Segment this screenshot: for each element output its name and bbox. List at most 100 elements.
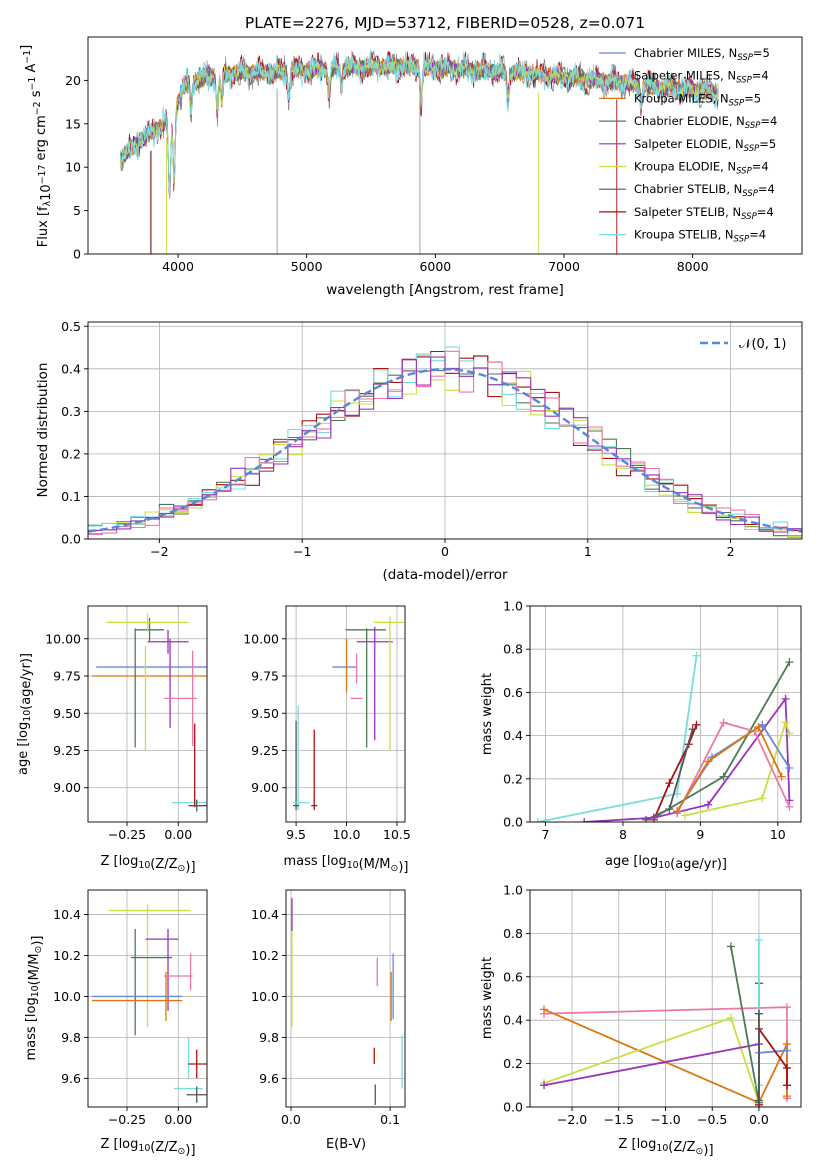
- legend-label-sub: SSP: [736, 76, 752, 86]
- legend-label-main: Chabrier ELODIE, N: [634, 114, 745, 128]
- y-tick-label: 0.0: [61, 532, 81, 547]
- legend-label-value: =5: [753, 46, 770, 60]
- legend-label-main: Chabrier MILES, N: [634, 46, 737, 60]
- y-tick-label: 10.0: [251, 989, 279, 1004]
- x-axis-label-part: )]: [185, 860, 195, 875]
- y-axis-label: Normed distribution: [35, 363, 51, 498]
- y-axis-label-part: 10: [22, 710, 33, 722]
- legend-label-main: Kroupa ELODIE, N: [634, 160, 736, 174]
- legend-label-value: =4: [752, 160, 769, 174]
- legend-label-sub: SSP: [741, 212, 757, 222]
- x-tick-label: 0.0: [749, 1112, 769, 1127]
- x-tick-label: 4000: [162, 259, 194, 274]
- weight-marker: [673, 807, 682, 816]
- weight-marker: [680, 811, 689, 820]
- y-tick-label: 0.4: [503, 728, 523, 743]
- x-axis-label: Z [log10(Z/Z⊙)]: [618, 1137, 713, 1158]
- weight-marker: [754, 1096, 763, 1105]
- y-axis-label-part: Flux [f: [36, 206, 51, 247]
- y-axis-label-part: 10: [30, 985, 41, 997]
- y-tick-label: 0.2: [61, 446, 81, 461]
- x-tick-label: −1: [293, 544, 311, 559]
- axes-frame: [87, 605, 208, 823]
- legend-label-sub: SSP: [745, 121, 761, 131]
- x-axis-label-part: ⊙: [696, 1146, 704, 1157]
- legend-label-main: Kroupa STELIB, N: [634, 228, 734, 242]
- legend-label: Salpeter MILES, NSSP=4: [634, 69, 769, 86]
- x-tick-label: −2.0: [557, 1112, 587, 1127]
- x-tick-label: −1.5: [604, 1112, 634, 1127]
- weight-marker: [754, 1009, 763, 1018]
- x-tick-label: 7000: [548, 259, 580, 274]
- y-axis-label-part: −17: [37, 165, 48, 185]
- x-axis-label: E(B-V): [326, 1137, 366, 1152]
- y-tick-label: 0.5: [61, 319, 81, 334]
- y-axis-label-part: −1: [27, 77, 38, 91]
- y-tick-label: 1.0: [503, 883, 523, 898]
- weight-marker: [580, 818, 589, 822]
- legend-label-value: =4: [758, 182, 775, 196]
- x-axis-label-part: (age/yr)]: [670, 857, 727, 872]
- plot-area: [119, 49, 719, 254]
- weight-marker: [782, 1081, 791, 1090]
- x-tick-label: 10.5: [383, 827, 411, 842]
- y-tick-label: 9.6: [259, 1071, 279, 1086]
- weight-marker: [782, 1003, 791, 1012]
- y-tick-label: 9.75: [53, 669, 81, 684]
- weight-marker: [782, 1063, 791, 1072]
- y-axis-label-part: −1: [22, 50, 33, 64]
- weight-marker: [785, 764, 794, 772]
- y-axis-label-part: ⊙: [33, 946, 44, 954]
- weight-marker: [782, 1092, 791, 1101]
- x-axis-label-part: (Z/Z: [668, 1140, 695, 1155]
- y-tick-label: 0.2: [503, 771, 523, 786]
- y-axis-label-part: (age/yr)]: [19, 653, 34, 710]
- y-axis-label: mass weight: [480, 957, 495, 1039]
- x-tick-label: 8: [619, 827, 627, 842]
- y-tick-label: 10.4: [53, 907, 81, 922]
- y-axis-label-part: mass [log: [24, 997, 39, 1060]
- y-axis-label-part: −2: [32, 101, 43, 115]
- residuals-panel: −2 −1 0 1 2 0.0 0.1 0.2 0.3 0.4 0.5 (data-model)/er…: [35, 319, 803, 583]
- x-axis-label: Z [log10(Z/Z⊙)]: [100, 1137, 195, 1158]
- y-tick-label: 9.6: [61, 1071, 81, 1086]
- weight-line-pink: [676, 721, 791, 814]
- x-axis-label-part: Z [log: [618, 1137, 656, 1152]
- weight-marker: [649, 813, 658, 822]
- y-tick-label: 0.6: [503, 685, 523, 700]
- legend-label: Chabrier ELODIE, NSSP=4: [634, 114, 777, 131]
- y-tick-label: 9.75: [251, 669, 279, 684]
- y-tick-label: 0.4: [61, 361, 81, 376]
- y-axis-label: mass [log10(M/M⊙)]: [24, 936, 45, 1061]
- legend-label-sub: SSP: [729, 98, 745, 108]
- weight-marker: [726, 1014, 735, 1023]
- legend-label: Salpeter STELIB, NSSP=4: [634, 205, 774, 222]
- y-tick-label: 9.25: [251, 743, 279, 758]
- y-tick-label: 10.0: [53, 989, 81, 1004]
- y-axis-label-part: 10: [39, 184, 54, 201]
- weight-marker: [726, 942, 735, 951]
- y-tick-label: 15: [65, 116, 81, 131]
- x-tick-label: 2: [727, 544, 735, 559]
- y-tick-label: 9.50: [53, 706, 81, 721]
- x-axis-label-part: 10: [138, 860, 150, 871]
- legend-label: 𝒩(0, 1): [739, 337, 786, 352]
- y-tick-label: 10: [65, 160, 81, 175]
- x-axis-label-part: 10: [658, 860, 670, 871]
- plot-area: [533, 651, 794, 822]
- x-tick-label: −0.5: [697, 1112, 727, 1127]
- legend-label-value: =4: [752, 69, 769, 83]
- x-axis-label-part: 10: [347, 860, 359, 871]
- y-tick-label: 10.2: [53, 948, 81, 963]
- y-axis-label-part: s: [29, 90, 44, 101]
- x-tick-label: 0.1: [380, 1112, 400, 1127]
- mass-vs-ebv-panel: 0.0 0.1 9.6 9.8 10.0 10.2 10.4 E(B-V): [251, 889, 406, 1152]
- x-axis-label: wavelength [Angstrom, rest frame]: [326, 282, 564, 298]
- weight-line-chabrier-miles: [758, 1049, 788, 1107]
- weight-marker: [719, 718, 728, 727]
- legend-label-sub: SSP: [742, 189, 758, 199]
- y-tick-label: 0.6: [503, 969, 523, 984]
- weight-marker: [704, 757, 713, 766]
